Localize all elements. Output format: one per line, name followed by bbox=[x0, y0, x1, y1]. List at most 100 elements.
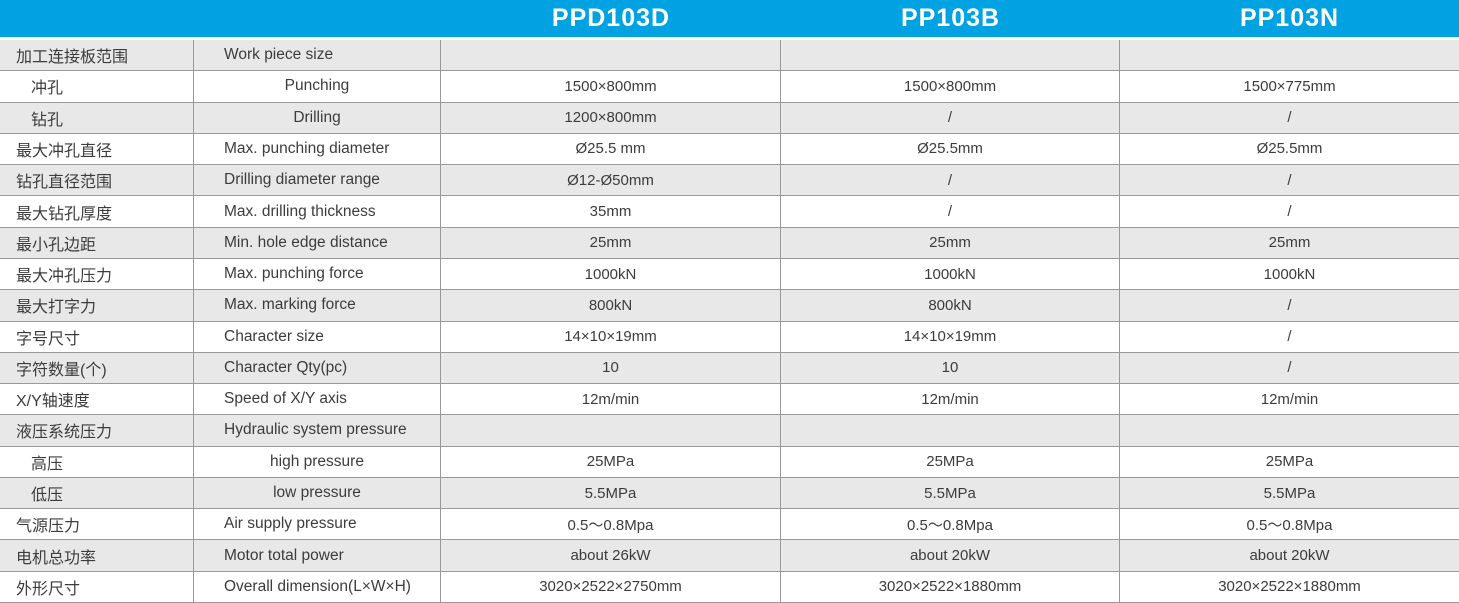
spec-row: 外形尺寸 Overall dimension(L×W×H) 3020×2522×27… bbox=[0, 571, 1459, 603]
spec-value-ppd103d: 0.5～0.8Mpa bbox=[441, 509, 781, 540]
spec-value-pp103n: / bbox=[1287, 359, 1292, 377]
row-label-en: Max. drilling thickness bbox=[194, 196, 441, 227]
spec-value-ppd103d: 14×10×19mm bbox=[441, 321, 781, 352]
spec-row: 电机总功率 Motor total power about 26kW about 20… bbox=[0, 540, 1459, 572]
spec-row: X/Y轴速度 Speed of X/Y axis 12m/min 12m/min 12m… bbox=[0, 384, 1459, 416]
spec-value-ppd103d: 1000kN bbox=[441, 258, 781, 290]
spec-row: 气源压力 Air supply pressure 0.5～0.8Mpa 0.5～0.8… bbox=[0, 509, 1459, 541]
row-label-en: Hydraulic system pressure bbox=[194, 415, 441, 446]
column-header-pp103n: PP103N bbox=[1239, 4, 1340, 32]
spec-value-pp103n: / bbox=[1287, 328, 1292, 346]
row-label-zh: 字符数量(个) bbox=[0, 352, 194, 384]
row-label-zh: 外形尺寸 bbox=[0, 571, 194, 602]
spec-value-pp103b: 25MPa bbox=[781, 446, 1120, 477]
spec-row: 字号尺寸 Character size 14×10×19mm 14×10×19mm / bbox=[0, 321, 1459, 353]
row-label-en: Drilling diameter range bbox=[194, 165, 441, 196]
spec-value-pp103n bbox=[1120, 40, 1459, 70]
spec-value-ppd103d: 1200×800mm bbox=[441, 102, 781, 133]
spec-value-pp103b bbox=[781, 40, 1120, 71]
spec-value-pp103n: 1000kN bbox=[1263, 265, 1316, 283]
header-spacer-en bbox=[194, 0, 441, 37]
spec-value-ppd103d: 800kN bbox=[441, 290, 781, 321]
spec-value-pp103b: 0.5～0.8Mpa bbox=[781, 509, 1120, 540]
row-label-en: Max. punching diameter bbox=[194, 133, 441, 165]
row-label-en: Character size bbox=[194, 321, 441, 352]
row-label-en: Max. punching force bbox=[194, 258, 441, 290]
row-label-en: Work piece size bbox=[194, 40, 441, 71]
spec-value-pp103n: Ø25.5mm bbox=[1256, 140, 1323, 158]
row-label-zh: 钻孔直径范围 bbox=[0, 165, 194, 196]
header-gap bbox=[0, 37, 1459, 40]
spec-value-ppd103d: 12m/min bbox=[441, 384, 781, 415]
spec-row: 低压 low pressure 5.5MPa 5.5MPa 5.5MPa bbox=[0, 477, 1459, 510]
spec-value-pp103n: / bbox=[1287, 109, 1292, 127]
spec-row: 冲孔 Punching 1500×800mm 1500×800mm 1500×775mm bbox=[0, 71, 1459, 103]
row-label-en: Air supply pressure bbox=[194, 509, 441, 540]
column-header-pp103b: PP103B bbox=[900, 4, 1001, 32]
column-header-ppd103d: PPD103D bbox=[551, 4, 671, 32]
spec-value-pp103n: 3020×2522×1880mm bbox=[1218, 578, 1361, 596]
spec-value-pp103n: / bbox=[1287, 203, 1292, 221]
spec-value-pp103b: Ø25.5mm bbox=[781, 133, 1120, 165]
spec-value-pp103b: 800kN bbox=[781, 290, 1120, 321]
row-label-zh: 最大打字力 bbox=[0, 290, 194, 321]
spec-value-ppd103d: 5.5MPa bbox=[441, 477, 781, 509]
row-label-zh: 最大冲孔直径 bbox=[0, 133, 194, 165]
spec-value-pp103n bbox=[1120, 415, 1459, 445]
spec-row: 最大钻孔厚度 Max. drilling thickness 35mm / / bbox=[0, 196, 1459, 228]
spec-value-ppd103d: 35mm bbox=[441, 196, 781, 227]
row-label-zh: 液压系统压力 bbox=[0, 415, 194, 446]
spec-row: 最大冲孔压力 Max. punching force 1000kN 1000kN 100… bbox=[0, 258, 1459, 291]
spec-value-pp103b: 14×10×19mm bbox=[781, 321, 1120, 352]
spec-row: 最大冲孔直径 Max. punching diameter Ø25.5 mm Ø25.… bbox=[0, 133, 1459, 166]
row-label-en: Overall dimension(L×W×H) bbox=[194, 571, 441, 602]
spec-value-pp103b: 12m/min bbox=[781, 384, 1120, 415]
spec-row: 最大打字力 Max. marking force 800kN 800kN / bbox=[0, 290, 1459, 322]
row-label-zh: 气源压力 bbox=[0, 509, 194, 540]
row-label-zh: 高压 bbox=[0, 446, 194, 477]
spec-value-pp103n: about 20kW bbox=[1249, 547, 1330, 565]
spec-value-ppd103d bbox=[441, 40, 781, 71]
spec-value-ppd103d: Ø25.5 mm bbox=[441, 133, 781, 165]
spec-value-pp103n: 25MPa bbox=[1265, 453, 1314, 471]
spec-value-ppd103d: about 26kW bbox=[441, 540, 781, 571]
spec-value-pp103b: 10 bbox=[781, 352, 1120, 384]
row-label-en: high pressure bbox=[194, 446, 441, 477]
row-label-en: low pressure bbox=[194, 477, 441, 509]
spec-value-pp103b: 5.5MPa bbox=[781, 477, 1120, 509]
row-label-zh: 钻孔 bbox=[0, 102, 194, 133]
spec-value-ppd103d: 1500×800mm bbox=[441, 71, 781, 102]
row-label-zh: 电机总功率 bbox=[0, 540, 194, 571]
spec-value-pp103b: 1000kN bbox=[781, 258, 1120, 290]
row-label-zh: X/Y轴速度 bbox=[0, 384, 194, 415]
spec-value-pp103b: 1500×800mm bbox=[781, 71, 1120, 102]
spec-value-ppd103d: 25mm bbox=[441, 227, 781, 258]
spec-value-pp103n: 1500×775mm bbox=[1243, 77, 1336, 95]
row-label-zh: 低压 bbox=[0, 477, 194, 509]
spec-row: 高压 high pressure 25MPa 25MPa 25MPa bbox=[0, 446, 1459, 478]
row-label-en: Motor total power bbox=[194, 540, 441, 571]
spec-value-pp103b: 25mm bbox=[781, 227, 1120, 258]
row-label-en: Character Qty(pc) bbox=[194, 352, 441, 384]
spec-value-ppd103d bbox=[441, 415, 781, 446]
spec-row: 液压系统压力 Hydraulic system pressure bbox=[0, 415, 1459, 447]
row-label-zh: 最大冲孔压力 bbox=[0, 258, 194, 290]
spec-value-ppd103d: 3020×2522×2750mm bbox=[441, 571, 781, 602]
spec-value-pp103b: / bbox=[781, 196, 1120, 227]
spec-value-pp103n: 25mm bbox=[1268, 234, 1311, 252]
spec-row: 最小孔边距 Min. hole edge distance 25mm 25mm 25mm bbox=[0, 227, 1459, 259]
row-label-zh: 冲孔 bbox=[0, 71, 194, 102]
spec-value-pp103n: / bbox=[1287, 171, 1292, 189]
header-spacer-zh bbox=[0, 0, 194, 37]
spec-value-ppd103d: Ø12-Ø50mm bbox=[441, 165, 781, 196]
row-label-en: Drilling bbox=[194, 102, 441, 133]
spec-value-pp103b: about 20kW bbox=[781, 540, 1120, 571]
row-label-zh: 加工连接板范围 bbox=[0, 40, 194, 71]
spec-value-pp103b: / bbox=[781, 102, 1120, 133]
spec-row: 字符数量(个) Character Qty(pc) 10 10/ bbox=[0, 352, 1459, 385]
spec-rows-container: 加工连接板范围 Work piece size 冲孔 Punching 1500×800… bbox=[0, 40, 1459, 603]
spec-row: 钻孔直径范围 Drilling diameter range Ø12-Ø50mm / / bbox=[0, 165, 1459, 197]
spec-value-pp103b: / bbox=[781, 165, 1120, 196]
spec-value-pp103n: / bbox=[1287, 296, 1292, 314]
